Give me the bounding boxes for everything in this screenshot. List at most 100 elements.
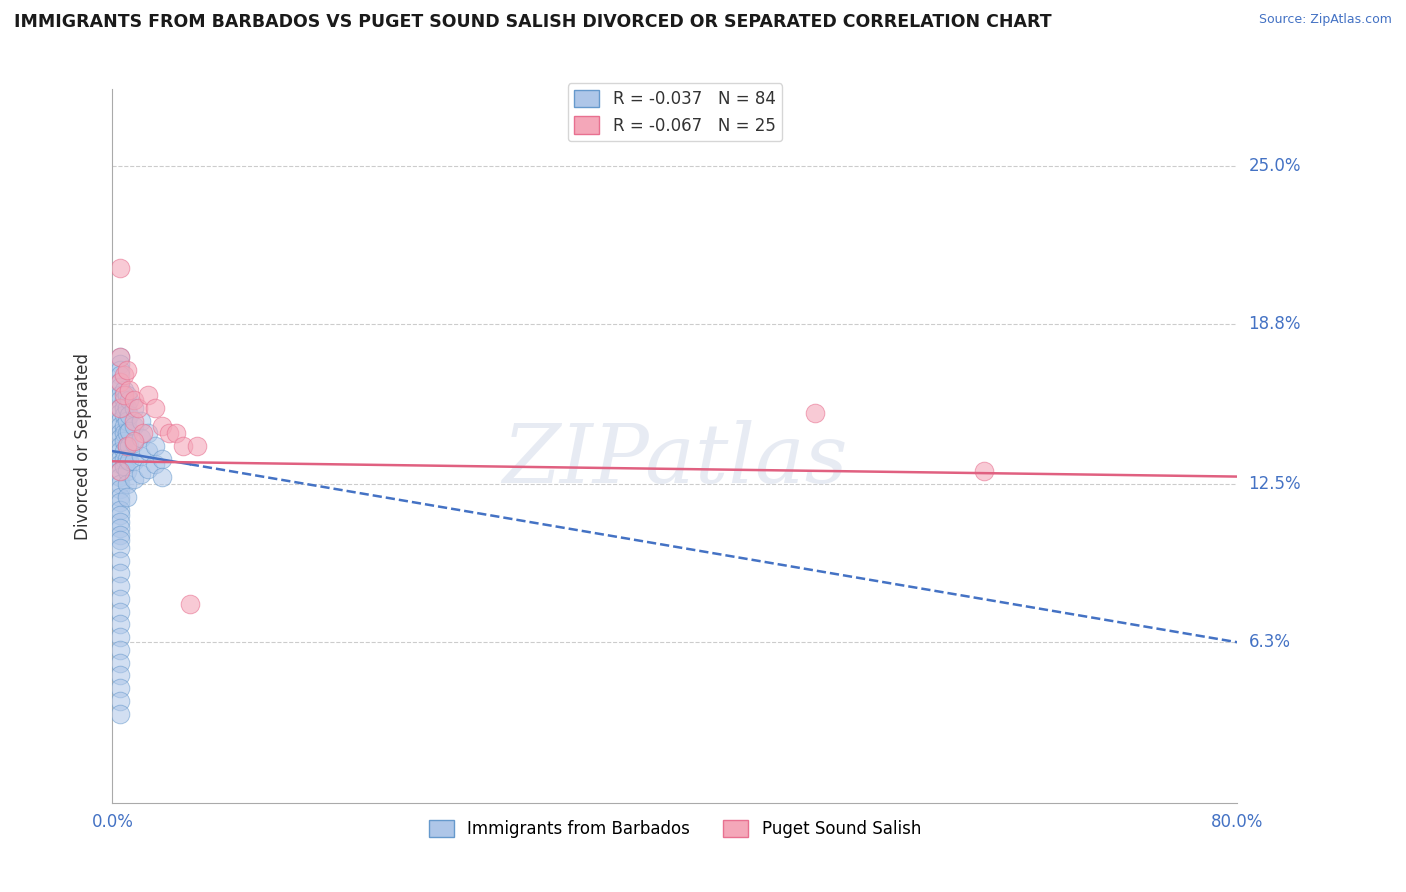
Point [108,388,131,402]
Point [108,376,131,390]
Point [150,451,173,466]
Point [115,388,138,402]
Point [108,260,131,275]
Point [115,477,138,491]
Text: 6.3%: 6.3% [1249,633,1291,651]
Point [108,617,131,632]
Point [118,383,141,397]
Point [108,358,131,372]
Point [122,418,145,433]
Point [108,401,131,415]
Point [127,401,149,415]
Point [108,431,131,445]
Point [122,472,145,486]
Point [108,566,131,581]
Point [150,469,173,483]
Point [129,431,152,445]
Point [108,444,131,458]
Point [108,554,131,568]
Point [115,426,138,441]
Text: 12.5%: 12.5% [1249,475,1301,493]
Point [136,462,159,476]
Point [172,439,194,453]
Point [108,380,131,394]
Point [108,457,131,471]
Point [122,434,145,448]
Point [108,406,131,420]
Text: IMMIGRANTS FROM BARBADOS VS PUGET SOUND SALISH DIVORCED OR SEPARATED CORRELATION: IMMIGRANTS FROM BARBADOS VS PUGET SOUND … [14,13,1052,31]
Point [108,393,131,408]
Point [112,368,135,382]
Point [136,388,159,402]
Point [179,597,201,611]
Point [108,579,131,593]
Point [150,418,173,433]
Point [108,528,131,542]
Point [108,426,131,441]
Point [108,465,131,479]
Point [112,451,135,466]
Point [165,426,187,441]
Point [112,444,135,458]
Point [108,418,131,433]
Point [112,426,135,441]
Point [108,516,131,530]
Point [108,508,131,522]
Point [108,465,131,479]
Point [115,465,138,479]
Point [132,426,155,441]
Point [143,439,166,453]
Point [118,424,141,438]
Point [973,465,995,479]
Point [108,368,131,382]
Y-axis label: Divorced or Separated: Divorced or Separated [73,352,91,540]
Point [112,401,135,415]
Point [136,444,159,458]
Point [122,454,145,468]
Point [108,477,131,491]
Point [118,393,141,408]
Point [129,413,152,427]
Point [118,439,141,453]
Point [129,449,152,463]
Point [186,439,208,453]
Point [115,439,138,453]
Point [143,401,166,415]
Point [108,605,131,619]
Point [115,362,138,376]
Text: 18.8%: 18.8% [1249,315,1301,333]
Point [108,541,131,555]
Point [108,694,131,708]
Point [108,490,131,504]
Point [136,426,159,441]
Point [115,439,138,453]
Point [108,401,131,415]
Point [108,656,131,670]
Point [108,643,131,657]
Point [108,469,131,483]
Point [115,401,138,415]
Point [112,434,135,448]
Point [115,451,138,466]
Point [122,413,145,427]
Point [108,681,131,695]
Point [129,467,152,481]
Text: Source: ZipAtlas.com: Source: ZipAtlas.com [1258,13,1392,27]
Point [143,457,166,471]
Point [108,495,131,509]
Point [118,409,141,423]
Point [112,409,135,423]
Point [108,350,131,364]
Legend: Immigrants from Barbados, Puget Sound Salish: Immigrants from Barbados, Puget Sound Sa… [422,813,928,845]
Point [108,706,131,721]
Point [118,454,141,468]
Point [112,393,135,408]
Point [108,520,131,534]
Text: ZIPatlas: ZIPatlas [502,420,848,500]
Point [108,630,131,644]
Point [122,401,145,415]
Point [112,383,135,397]
Point [108,668,131,682]
Point [108,376,131,390]
Point [108,533,131,548]
